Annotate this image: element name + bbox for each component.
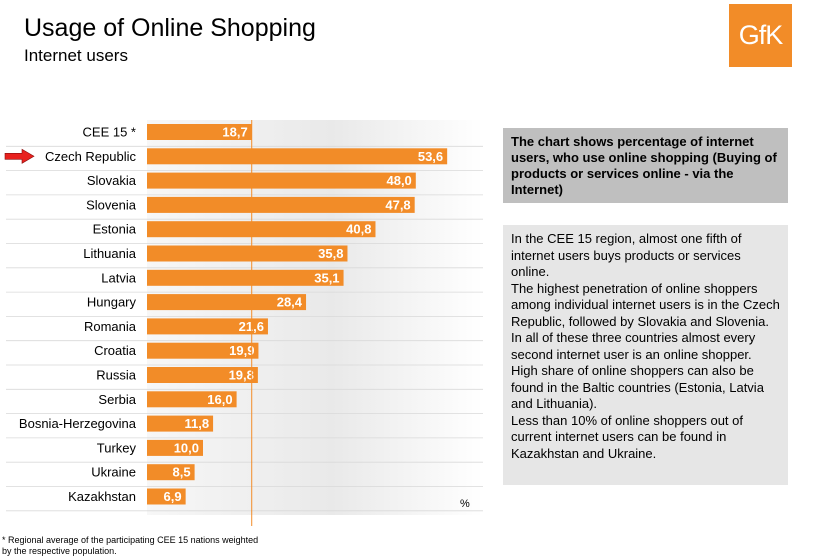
- info-paragraph: The highest penetration of online shoppe…: [511, 280, 780, 362]
- category-label: Croatia: [94, 343, 137, 358]
- data-label: 18,7: [222, 125, 247, 140]
- bar: [147, 439, 203, 456]
- category-label: Bosnia-Herzegovina: [19, 416, 137, 431]
- data-label: 19,8: [229, 368, 254, 383]
- bar: [147, 148, 448, 165]
- gfk-logo: GfK: [729, 4, 792, 67]
- bar: [147, 391, 237, 408]
- data-label: 40,8: [346, 222, 371, 237]
- page-title: Usage of Online Shopping: [24, 14, 316, 42]
- bar: [147, 221, 376, 238]
- category-label: CEE 15 *: [83, 125, 136, 140]
- bar: [147, 367, 258, 383]
- data-label: 35,1: [314, 270, 339, 285]
- bar: [147, 488, 186, 505]
- category-label: Estonia: [93, 222, 137, 237]
- category-label: Czech Republic: [45, 149, 137, 164]
- category-label: Serbia: [98, 392, 136, 407]
- bar: [147, 245, 348, 262]
- logo-text: GfK: [738, 20, 784, 50]
- info-heading-box: The chart shows percentage of internet u…: [503, 128, 788, 203]
- category-label: Slovakia: [87, 173, 137, 188]
- data-label: 6,9: [164, 489, 182, 504]
- bar: [147, 172, 416, 189]
- data-label: 16,0: [207, 392, 232, 407]
- bar: [147, 294, 307, 311]
- data-label: 53,6: [418, 149, 443, 164]
- bar: [147, 124, 252, 140]
- bar: [147, 342, 259, 359]
- bar: [147, 269, 344, 286]
- page-subtitle: Internet users: [24, 46, 128, 65]
- category-label: Ukraine: [91, 465, 136, 480]
- data-label: 8,5: [173, 465, 191, 480]
- category-label: Russia: [96, 368, 137, 383]
- bar: [147, 464, 195, 481]
- footnote: * Regional average of the participating …: [2, 535, 259, 556]
- highlight-arrow-icon: [4, 148, 35, 164]
- info-paragraph: In the CEE 15 region, almost one fifth o…: [511, 231, 742, 279]
- info-paragraph: Less than 10% of online shoppers out of …: [511, 412, 743, 461]
- data-label: 35,8: [318, 246, 343, 261]
- bar: [147, 318, 268, 335]
- info-paragraph: High share of online shoppers can also b…: [511, 363, 764, 411]
- category-label: Turkey: [97, 440, 137, 455]
- category-label: Kazakhstan: [68, 489, 136, 504]
- bar-chart: CEE 15 * 18,7 Czech Republic 53,6 Slovakia 48…: [4, 120, 483, 526]
- data-label: 19,9: [229, 343, 254, 358]
- category-label: Hungary: [87, 295, 137, 310]
- bar: [147, 196, 415, 213]
- data-label: 47,8: [385, 197, 410, 212]
- category-label: Slovenia: [86, 197, 137, 212]
- data-label: 28,4: [277, 295, 303, 310]
- bar: [147, 415, 214, 432]
- category-label: Romania: [84, 319, 137, 334]
- data-label: 11,8: [184, 416, 209, 431]
- info-text-box: In the CEE 15 region, almost one fifth o…: [503, 225, 788, 485]
- unit-label: %: [460, 498, 470, 510]
- category-label: Lithuania: [83, 246, 137, 261]
- data-label: 48,0: [386, 173, 411, 188]
- data-label: 10,0: [174, 440, 199, 455]
- category-label: Latvia: [101, 270, 136, 285]
